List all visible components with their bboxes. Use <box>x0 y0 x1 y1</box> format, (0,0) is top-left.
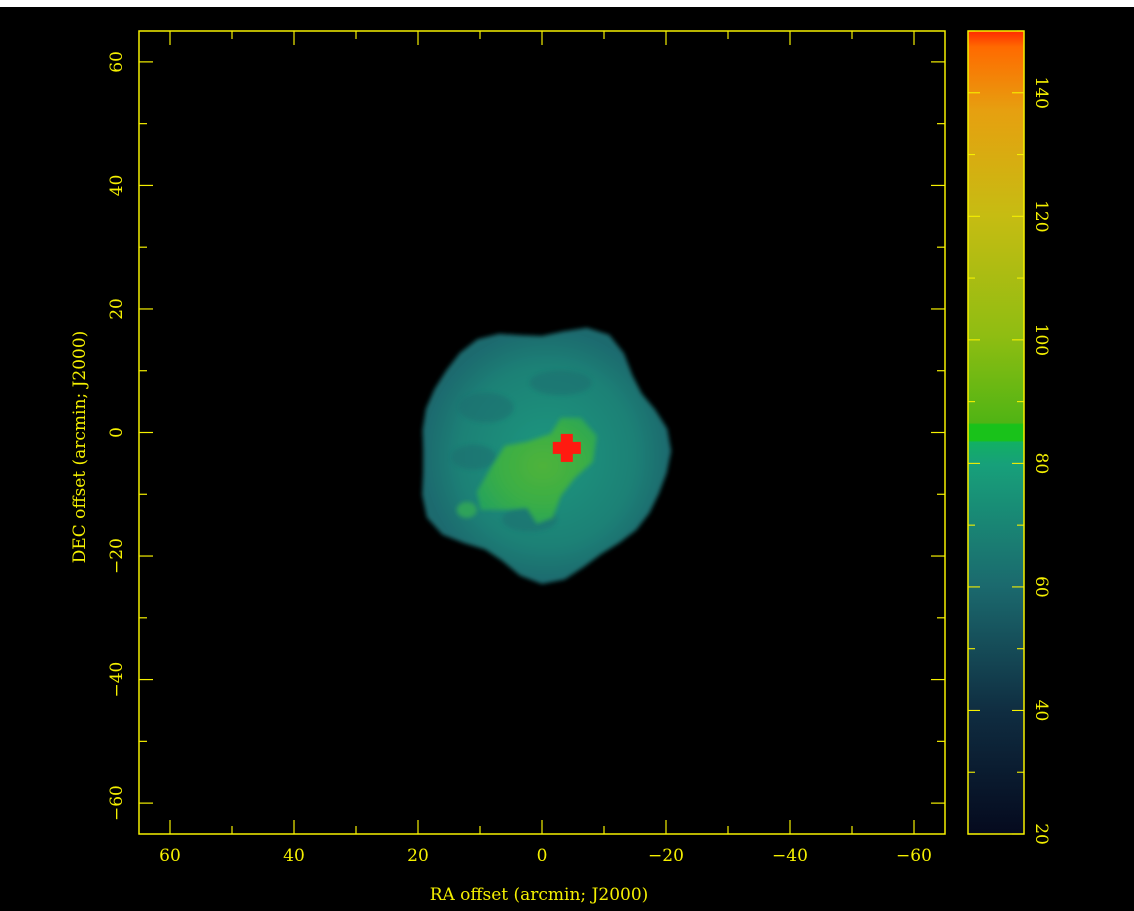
y-tick-label: −20 <box>107 538 127 574</box>
heatmap-chart: 60 40 20 0 −20 −40 −60 60 40 20 0 −20 −40 −60 RA off… <box>70 30 1051 905</box>
y-tick-label: 40 <box>107 175 127 197</box>
emission-mottle <box>458 392 514 423</box>
x-tick-label: 40 <box>283 846 305 866</box>
emission-mottle <box>529 370 592 396</box>
x-tick-label: 20 <box>407 846 429 866</box>
colorbar-tick-label: 120 <box>1031 200 1051 232</box>
emission-mottle <box>451 444 497 470</box>
colorbar-tick-label: 40 <box>1031 700 1051 722</box>
plot-frame: 60 40 20 0 −20 −40 −60 60 40 20 0 −20 −40 −60 RA off… <box>0 7 1134 911</box>
colorbar-gradient <box>967 30 1025 835</box>
y-axis-ticks: 60 40 20 0 −20 −40 −60 <box>107 51 945 821</box>
colorbar-tick-label: 140 <box>1031 77 1051 109</box>
colorbar-tick-label: 20 <box>1031 823 1051 845</box>
x-tick-label: −40 <box>772 846 808 866</box>
x-tick-label: 0 <box>537 846 548 866</box>
colorbar: 140 120 100 80 60 40 20 <box>967 30 1051 845</box>
colorbar-ticks: 140 120 100 80 60 40 20 <box>968 30 1051 845</box>
y-axis-label: DEC offset (arcmin; J2000) <box>70 331 90 564</box>
y-tick-label: 20 <box>107 298 127 320</box>
source-emission <box>422 327 672 584</box>
x-tick-label: 60 <box>159 846 181 866</box>
x-axis-ticks: 60 40 20 0 −20 −40 −60 <box>159 31 932 866</box>
x-axis-label: RA offset (arcmin; J2000) <box>430 885 649 905</box>
colorbar-tick-label: 80 <box>1031 453 1051 475</box>
x-tick-label: −60 <box>896 846 932 866</box>
emission-knot <box>456 501 477 518</box>
y-tick-label: 0 <box>107 427 127 438</box>
colorbar-tick-label: 100 <box>1031 324 1051 356</box>
y-tick-label: −60 <box>107 785 127 821</box>
peak-horizontal <box>552 441 581 454</box>
emission-peak <box>552 433 581 462</box>
y-tick-label: 60 <box>107 51 127 73</box>
y-tick-label: −40 <box>107 662 127 698</box>
colorbar-tick-label: 60 <box>1031 576 1051 598</box>
x-tick-label: −20 <box>648 846 684 866</box>
